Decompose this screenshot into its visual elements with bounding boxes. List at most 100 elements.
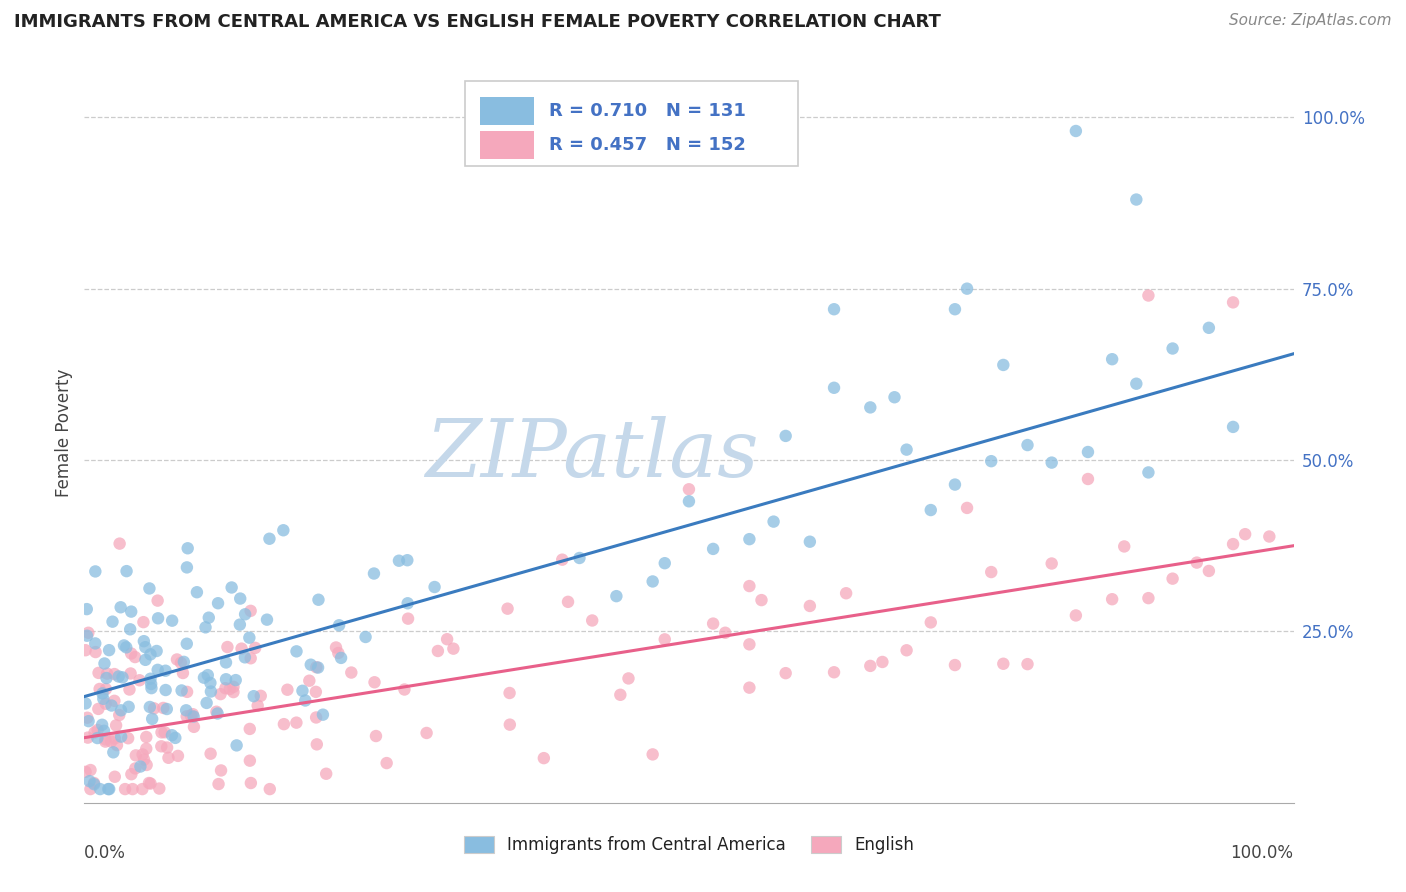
Point — [714, 625, 737, 640]
Point — [75, 643, 97, 657]
Point — [678, 494, 700, 508]
Point — [762, 515, 785, 529]
Point — [107, 669, 129, 683]
Point — [325, 640, 347, 655]
Point — [259, 782, 281, 797]
Point — [86, 731, 108, 745]
Point — [307, 660, 329, 674]
Point — [118, 699, 141, 714]
Point — [702, 616, 724, 631]
Point — [328, 618, 350, 632]
Point — [93, 657, 115, 671]
Point — [568, 551, 591, 566]
Point — [617, 672, 640, 686]
Point — [943, 658, 966, 673]
Point — [956, 500, 979, 515]
Point — [1040, 557, 1063, 571]
Text: 0.0%: 0.0% — [84, 844, 127, 862]
Point — [233, 607, 256, 622]
Point — [86, 723, 108, 737]
Point — [160, 728, 183, 742]
Point — [120, 605, 142, 619]
Point — [111, 670, 134, 684]
Point — [641, 747, 664, 762]
Point — [104, 731, 127, 746]
Point — [103, 694, 125, 708]
Point — [77, 714, 100, 728]
Point — [259, 532, 281, 546]
Point — [75, 764, 97, 779]
Point — [176, 541, 198, 556]
Point — [305, 737, 328, 751]
Point — [285, 644, 308, 658]
Point — [197, 610, 219, 624]
FancyBboxPatch shape — [479, 97, 534, 126]
Legend: Immigrants from Central America, English: Immigrants from Central America, English — [457, 830, 921, 861]
Point — [308, 592, 330, 607]
Point — [207, 596, 229, 610]
Point — [156, 740, 179, 755]
Point — [751, 593, 773, 607]
Point — [96, 666, 118, 681]
Point — [145, 644, 167, 658]
Point — [1040, 456, 1063, 470]
Point — [396, 553, 419, 567]
Point — [141, 677, 163, 691]
Point — [1222, 295, 1244, 310]
Point — [1125, 376, 1147, 391]
Point — [738, 579, 761, 593]
Point — [1077, 472, 1099, 486]
Point — [221, 581, 243, 595]
Point — [155, 683, 177, 698]
Point — [141, 712, 163, 726]
Point — [249, 689, 271, 703]
Point — [84, 636, 107, 650]
Point — [654, 632, 676, 647]
Point — [200, 747, 222, 761]
Point — [134, 653, 156, 667]
Point — [1198, 321, 1220, 335]
Point — [605, 589, 627, 603]
Point — [1137, 288, 1160, 302]
Point — [215, 673, 238, 687]
Point — [823, 381, 845, 395]
Point — [1137, 591, 1160, 606]
Point — [207, 706, 229, 721]
Point — [214, 681, 236, 696]
Point — [285, 715, 308, 730]
Point — [229, 591, 252, 606]
Point — [146, 611, 169, 625]
Point — [76, 711, 98, 725]
Point — [239, 754, 262, 768]
Point — [738, 637, 761, 651]
Point — [896, 442, 918, 457]
Point — [110, 730, 132, 744]
Point — [896, 643, 918, 657]
Point — [94, 732, 117, 747]
Point — [215, 656, 238, 670]
Point — [799, 534, 821, 549]
Point — [98, 782, 121, 797]
Point — [1185, 556, 1208, 570]
Point — [180, 708, 202, 723]
Point — [1101, 592, 1123, 607]
Point — [97, 782, 120, 797]
Point — [273, 717, 295, 731]
Point — [364, 729, 387, 743]
Point — [174, 703, 197, 717]
Point — [132, 753, 155, 767]
Point — [1198, 564, 1220, 578]
Point — [498, 686, 520, 700]
Point — [217, 640, 239, 654]
Point — [209, 687, 232, 701]
Point — [239, 651, 262, 665]
FancyBboxPatch shape — [479, 131, 534, 160]
Point — [96, 671, 118, 685]
Point — [436, 632, 458, 647]
Point — [218, 681, 240, 696]
Point — [299, 657, 322, 672]
Point — [799, 599, 821, 613]
Point — [139, 672, 162, 686]
Point — [134, 640, 156, 655]
Point — [305, 710, 328, 724]
